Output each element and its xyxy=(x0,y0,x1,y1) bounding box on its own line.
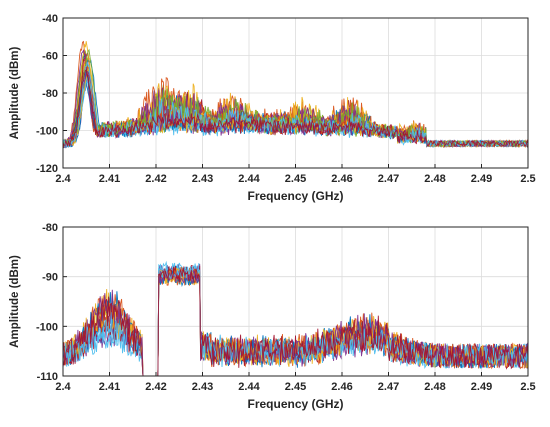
x-tick-label: 2.49 xyxy=(471,173,492,185)
y-tick-label: -40 xyxy=(42,13,58,25)
x-tick-label: 2.41 xyxy=(99,173,120,185)
y-tick-label: -120 xyxy=(36,163,58,175)
top-spectrum-panel: 2.4 2.41 2.42 2.43 2.44 2.45 2.46 2.47 2.48 2.49 2… xyxy=(9,13,536,203)
top-x-axis-label: Frequency (GHz) xyxy=(247,189,343,203)
top-x-ticks: 2.4 2.41 2.42 2.43 2.44 2.45 2.46 2.47 2.48 2.49 2… xyxy=(55,164,536,185)
series-line xyxy=(62,61,529,149)
y-tick-label: -90 xyxy=(42,272,58,284)
top-y-ticks: -40 -60 -80 -100 -120 xyxy=(36,13,67,175)
x-tick-label: 2.42 xyxy=(145,381,166,393)
bottom-x-axis-label: Frequency (GHz) xyxy=(247,397,343,411)
x-tick-label: 2.42 xyxy=(145,173,166,185)
top-series xyxy=(62,40,529,149)
top-y-axis-label: Amplitude (dBm) xyxy=(9,47,21,140)
bottom-spectrum-panel: 2.4 2.41 2.42 2.43 2.44 2.45 2.46 2.47 2.48 2.49 2… xyxy=(9,222,536,411)
x-tick-label: 2.47 xyxy=(378,381,399,393)
x-tick-label: 2.5 xyxy=(520,173,535,185)
x-tick-label: 2.43 xyxy=(192,381,213,393)
x-tick-label: 2.43 xyxy=(192,173,213,185)
x-tick-label: 2.46 xyxy=(331,381,352,393)
y-tick-label: -60 xyxy=(42,51,58,63)
x-tick-label: 2.48 xyxy=(424,381,445,393)
y-tick-label: -80 xyxy=(42,222,58,234)
x-tick-label: 2.44 xyxy=(238,381,260,393)
bottom-series xyxy=(62,260,529,377)
bottom-y-ticks: -80 -90 -100 -110 xyxy=(36,222,67,383)
bottom-y-axis-label: Amplitude (dBm) xyxy=(9,255,21,348)
y-tick-label: -100 xyxy=(36,321,58,333)
y-tick-label: -100 xyxy=(36,126,58,138)
x-tick-label: 2.45 xyxy=(285,381,306,393)
x-tick-label: 2.48 xyxy=(424,173,445,185)
x-tick-label: 2.5 xyxy=(520,381,535,393)
y-tick-label: -110 xyxy=(37,371,58,383)
series-line xyxy=(62,268,529,377)
bottom-x-ticks: 2.4 2.41 2.42 2.43 2.44 2.45 2.46 2.47 2.48 2.49 2… xyxy=(55,372,536,393)
x-tick-label: 2.41 xyxy=(99,381,120,393)
x-tick-label: 2.44 xyxy=(238,173,260,185)
series-line xyxy=(62,68,529,148)
x-tick-label: 2.45 xyxy=(285,173,306,185)
x-tick-label: 2.4 xyxy=(55,381,71,393)
x-tick-label: 2.47 xyxy=(378,173,399,185)
x-tick-label: 2.4 xyxy=(55,173,71,185)
x-tick-label: 2.46 xyxy=(331,173,352,185)
x-tick-label: 2.49 xyxy=(471,381,492,393)
y-tick-label: -80 xyxy=(42,88,58,100)
